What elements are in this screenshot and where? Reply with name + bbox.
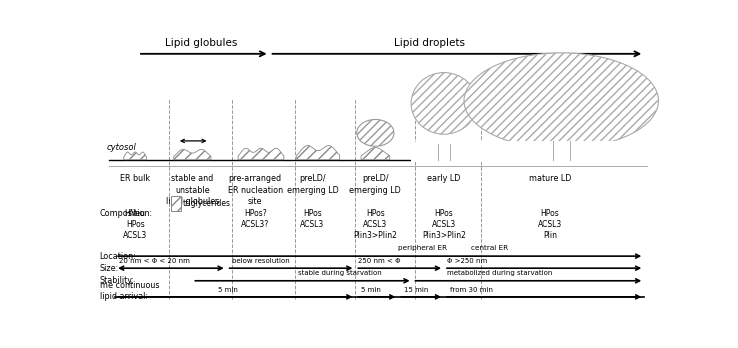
Text: Location:: Location:: [100, 252, 137, 261]
Text: preLD/
emerging LD: preLD/ emerging LD: [286, 174, 338, 195]
Text: metabolized during starvation: metabolized during starvation: [447, 270, 552, 277]
Text: early LD: early LD: [427, 174, 461, 183]
Text: mature LD: mature LD: [528, 174, 571, 183]
Text: ER bulk: ER bulk: [120, 174, 151, 183]
Text: 250 nm < Φ: 250 nm < Φ: [358, 258, 401, 264]
Ellipse shape: [464, 53, 658, 149]
Text: triglycerides: triglycerides: [183, 199, 231, 207]
Text: Φ >250 nm: Φ >250 nm: [447, 258, 487, 264]
Text: Size:: Size:: [100, 264, 119, 273]
Text: Lipid globules: Lipid globules: [165, 39, 237, 48]
Text: HPos?
ACSL3?: HPos? ACSL3?: [241, 209, 269, 229]
Text: 15 min: 15 min: [404, 286, 428, 293]
Text: HNeu
HPos
ACSL3: HNeu HPos ACSL3: [123, 209, 148, 240]
Text: HPos
ACSL3
Plin3>Plin2: HPos ACSL3 Plin3>Plin2: [354, 209, 397, 240]
Text: 5 min: 5 min: [218, 286, 238, 293]
Text: peripheral ER: peripheral ER: [399, 245, 447, 251]
Text: Lipid droplets: Lipid droplets: [394, 39, 465, 48]
Ellipse shape: [356, 119, 394, 146]
Text: HPos
ACSL3: HPos ACSL3: [300, 209, 325, 229]
Text: pre-arranged
ER nucleation
site: pre-arranged ER nucleation site: [228, 174, 283, 206]
Text: HPos
ACSL3
Plin: HPos ACSL3 Plin: [538, 209, 562, 240]
Bar: [170, 196, 181, 211]
Text: 20 nm < Φ < 20 nm: 20 nm < Φ < 20 nm: [119, 258, 190, 264]
Text: Stability:: Stability:: [100, 276, 135, 285]
Bar: [464, 141, 658, 162]
Text: HPos
ACSL3
Plin3>Plin2: HPos ACSL3 Plin3>Plin2: [422, 209, 466, 240]
Text: me continuous
lipid arrival:: me continuous lipid arrival:: [100, 281, 159, 301]
Bar: [411, 142, 477, 162]
Text: stable and
unstable
lipid globules: stable and unstable lipid globules: [165, 174, 219, 206]
Text: from 30 min: from 30 min: [449, 286, 493, 293]
Text: central ER: central ER: [471, 245, 508, 251]
Text: preLD/
emerging LD: preLD/ emerging LD: [350, 174, 401, 195]
Text: below resolution: below resolution: [232, 258, 290, 264]
Text: Composition:: Composition:: [100, 209, 153, 218]
Ellipse shape: [411, 73, 477, 134]
Text: 5 min: 5 min: [361, 286, 381, 293]
Text: stable during starvation: stable during starvation: [298, 270, 382, 277]
Text: cytosol: cytosol: [106, 143, 137, 152]
